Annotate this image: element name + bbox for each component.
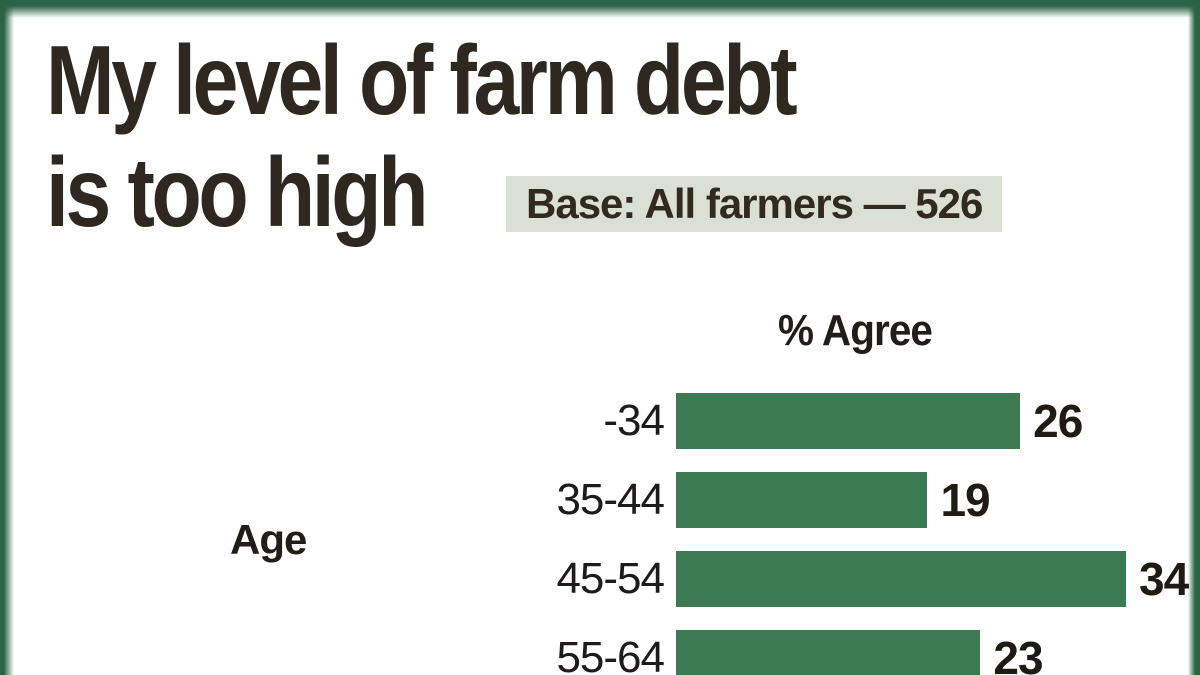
value-label: 34 xyxy=(1139,553,1189,605)
frame-right-border xyxy=(1188,0,1200,675)
chart-row: -34 26 xyxy=(482,393,1083,449)
value-axis-label: % Agree xyxy=(777,306,933,355)
value-label: 26 xyxy=(1033,395,1083,447)
chart-row: 55-64 23 xyxy=(482,630,1044,675)
bar xyxy=(676,472,928,528)
category-label: 55-64 xyxy=(556,633,665,675)
chart-row: 35-44 19 xyxy=(482,472,991,528)
chart-row: 45-54 34 xyxy=(482,551,1189,607)
base-badge: Base: All farmers — 526 xyxy=(506,176,1003,232)
value-label: 19 xyxy=(940,474,990,526)
group-axis-label: Age xyxy=(230,516,307,563)
chart-title-line1: My level of farm debt xyxy=(46,25,798,135)
chart-title: My level of farm debt is too high xyxy=(46,24,798,248)
chart-title-line2: is too high xyxy=(46,137,429,247)
category-label: -34 xyxy=(603,396,665,445)
bar xyxy=(676,393,1021,449)
frame-top-border xyxy=(0,0,1200,18)
value-label: 23 xyxy=(993,632,1043,675)
category-label: 35-44 xyxy=(556,475,665,524)
bar xyxy=(676,630,981,675)
bar xyxy=(676,551,1126,607)
category-label: 45-54 xyxy=(556,554,665,603)
frame-left-border xyxy=(0,0,14,675)
